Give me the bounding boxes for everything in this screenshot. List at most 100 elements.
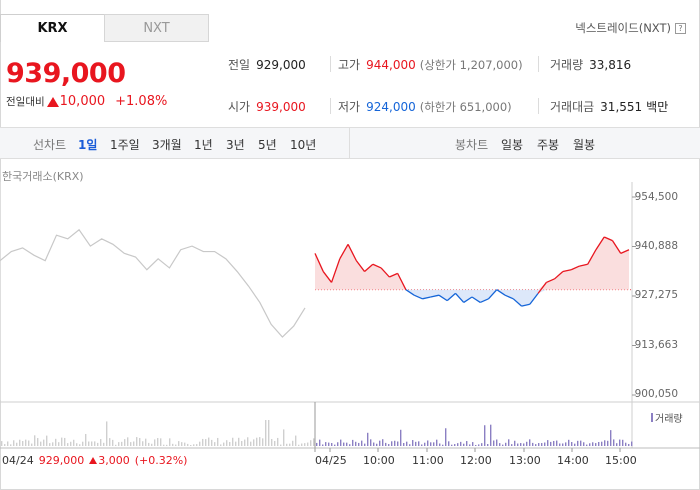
tab-krx[interactable]: KRX [0,14,105,42]
volume-bar [103,442,105,446]
period-monthly[interactable]: 월봉 [573,138,596,152]
prev-day-change-value: 3,000 [98,454,130,467]
volume-bar [601,441,603,446]
volume-bar [106,421,108,446]
volume-bar [547,440,549,446]
volume-bar [256,437,258,446]
period-daily[interactable]: 일봉 [501,138,524,152]
period-1y[interactable]: 1년 [194,138,213,152]
nxt-link-label[interactable]: 넥스트레이드(NXT) [575,21,671,35]
volume-bar [43,439,45,446]
volume-bar [463,443,465,446]
period-5y[interactable]: 5년 [258,138,277,152]
volume-bar [520,443,522,446]
volume-bar [238,437,240,446]
help-icon[interactable]: ? [675,22,686,34]
open-value: 939,000 [256,99,306,114]
volume-bar [373,442,375,446]
today-line-segment [562,269,572,273]
prev-close-value: 929,000 [256,57,306,72]
period-3m[interactable]: 3개월 [152,138,182,152]
today-line-segment [355,260,366,272]
today-line-segment [364,263,374,273]
volume-bar [208,437,210,446]
volume-bar [199,441,201,446]
volume-bar [589,443,591,446]
volume-bar [235,441,237,446]
volume-bar [358,442,360,446]
volume-bar [214,442,216,446]
volume-bar [565,442,567,446]
volume-bar [580,440,582,446]
volume-bar [595,443,597,446]
volume-bar [79,444,81,446]
nxt-link[interactable]: 넥스트레이드(NXT) ? [575,20,686,36]
volume-bar [244,439,246,446]
volume-bar [490,424,492,446]
volume-bar [130,442,132,446]
volume-bar [349,444,351,446]
volume-bar [109,438,111,446]
tab-nxt[interactable]: NXT [104,14,209,42]
volume-bar [316,442,318,446]
volume-legend-label: 거래량 [655,414,683,425]
today-line-segment [397,273,407,291]
volume-bar [517,443,519,446]
period-1w[interactable]: 1주일 [110,138,140,152]
today-line-segment [496,289,506,296]
volume-bar [133,441,135,446]
volume-bar [532,442,534,446]
prev-day-info: 04/24 929,000 3,000 (+0.32%) [2,454,187,467]
volume-bar [442,444,444,446]
volume-bar [28,440,30,446]
volume: 거래량 33,816 [550,56,631,73]
volume-bar [262,438,264,446]
volume-bar [169,438,171,446]
volume-bar [388,444,390,446]
volume-bar [85,433,87,446]
volume-bar [397,441,399,446]
volume-bar [586,444,588,446]
today-line-segment [330,258,341,283]
x-tick: 12:00 [460,454,492,467]
prev-close: 전일 929,000 [228,56,306,73]
volume-bar [322,444,324,446]
volume-bar [280,444,282,446]
volume-bar [289,443,291,446]
period-1d[interactable]: 1일 [78,138,98,152]
divider [538,98,539,114]
today-line-segment [554,271,564,280]
previous-day-line [0,228,306,338]
trade-value-amount: 31,551 [600,99,643,114]
today-line-segment [529,292,539,305]
period-3y[interactable]: 3년 [226,138,245,152]
candle-chart-caption: 봉차트 [455,138,489,152]
up-area [315,237,629,290]
volume-bar [499,443,501,446]
x-tick: 04/25 [315,454,347,467]
volume-bar [343,442,345,446]
volume-bar [568,439,570,446]
volume-bar [577,440,579,446]
volume-bar [484,425,486,446]
volume-bar [571,442,573,446]
volume-legend: 거래량 [651,410,683,425]
volume-bar [220,444,222,446]
high-value: 944,000 [366,57,416,72]
volume-bar [151,443,153,446]
volume-bar [427,440,429,446]
volume-bar [163,444,165,446]
today-line-segment [488,289,498,300]
period-weekly[interactable]: 주봉 [537,138,560,152]
volume-bar [154,439,156,446]
volume-bar [196,444,198,446]
volume-bar [184,442,186,446]
period-10y[interactable]: 10년 [290,138,317,152]
volume-bar [355,441,357,446]
today-line-segment [389,272,398,278]
high-label: 고가 [338,58,361,72]
volume-bar [415,441,417,446]
low-value: 924,000 [366,99,416,114]
divider [538,56,539,72]
